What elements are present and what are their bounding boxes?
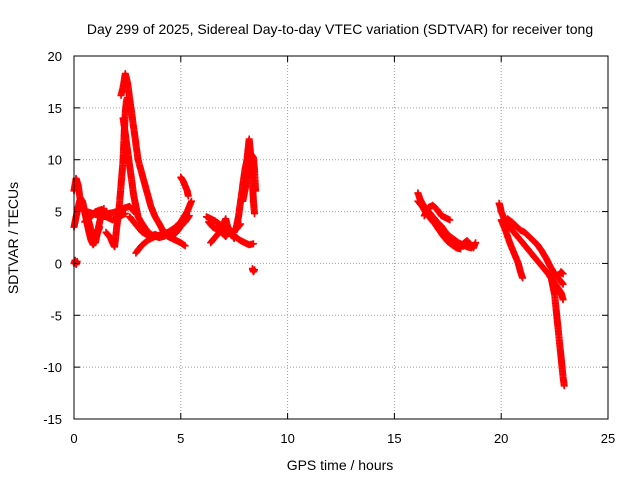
- data-point: [559, 296, 567, 304]
- data-point: [560, 382, 568, 390]
- data-point: [249, 240, 257, 248]
- series-segment: [420, 201, 454, 224]
- data-point: [472, 239, 480, 247]
- data-point: [558, 269, 566, 277]
- data-point: [251, 210, 258, 218]
- x-tick-label: 20: [494, 431, 508, 446]
- series-segment: [177, 173, 192, 200]
- series-tong: [70, 70, 568, 390]
- x-axis-label: GPS time / hours: [287, 457, 394, 473]
- data-point: [251, 266, 258, 274]
- x-tick-label: 10: [280, 431, 294, 446]
- y-tick-label: 20: [48, 49, 62, 64]
- x-tick-label: 0: [70, 431, 77, 446]
- series-segment: [248, 265, 258, 276]
- series-segment: [166, 212, 193, 241]
- series-segment: [205, 218, 238, 242]
- data-point: [121, 210, 129, 218]
- data-point: [188, 197, 195, 205]
- y-tick-label: 5: [55, 205, 62, 220]
- data-point: [252, 187, 260, 195]
- series-segment: [239, 151, 260, 205]
- data-point: [184, 192, 192, 200]
- data-point: [559, 270, 567, 278]
- series-segment: [546, 270, 568, 390]
- y-tick-label: 10: [48, 153, 62, 168]
- series-segment: [555, 268, 567, 280]
- series-segment: [504, 215, 567, 288]
- data-point: [230, 235, 238, 242]
- series-segment: [450, 237, 480, 252]
- y-axis-label: SDTVAR / TECUs: [5, 182, 21, 294]
- series-segment: [497, 216, 527, 282]
- x-tick-label: 5: [177, 431, 184, 446]
- y-tick-label: -5: [50, 308, 62, 323]
- data-point: [559, 280, 567, 288]
- data-points: [70, 70, 568, 390]
- y-tick-label: -10: [43, 360, 62, 375]
- data-point: [446, 216, 454, 224]
- x-tick-label: 15: [387, 431, 401, 446]
- x-tick-label: 25: [601, 431, 615, 446]
- y-tick-label: -15: [43, 412, 62, 427]
- data-point: [185, 212, 193, 220]
- data-point: [519, 274, 527, 282]
- plot-border: [73, 55, 609, 420]
- y-tick-label: 0: [55, 256, 62, 271]
- data-point: [181, 242, 189, 250]
- chart-title: Day 299 of 2025, Sidereal Day-to-day VTE…: [87, 21, 593, 37]
- y-tick-label: 15: [48, 101, 62, 116]
- data-point: [96, 223, 104, 231]
